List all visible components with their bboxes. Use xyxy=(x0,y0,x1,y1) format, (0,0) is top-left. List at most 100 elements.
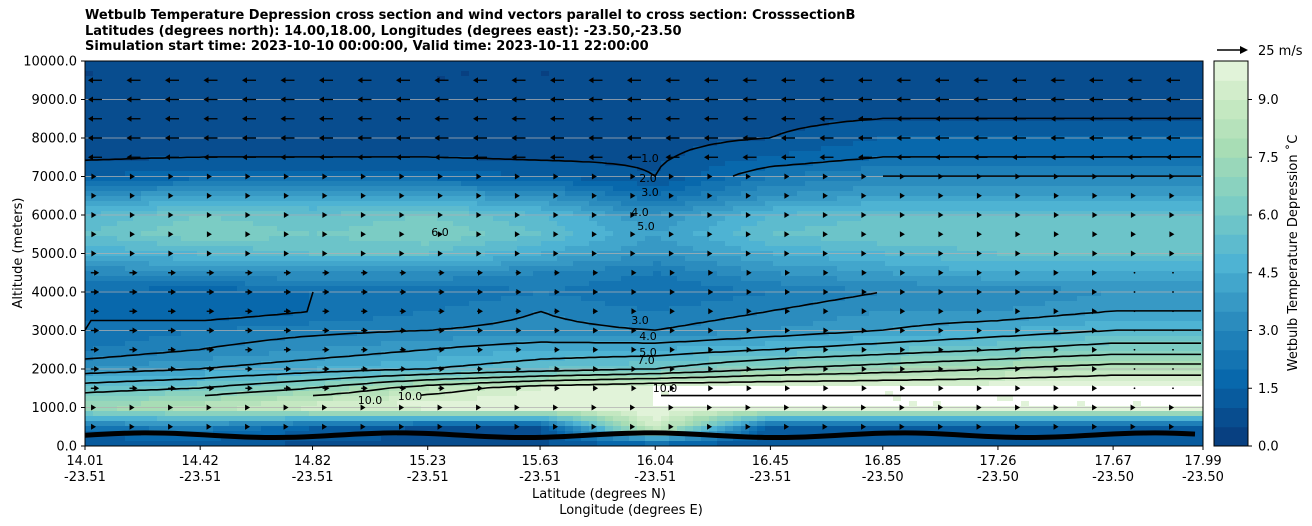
field-cell xyxy=(269,96,278,102)
field-cell xyxy=(437,76,446,82)
field-cell xyxy=(301,236,310,242)
field-cell xyxy=(845,176,854,182)
field-cell xyxy=(197,151,206,157)
field-cell xyxy=(613,111,622,117)
field-cell xyxy=(517,186,526,192)
field-cell xyxy=(885,126,894,132)
field-cell xyxy=(1109,86,1118,92)
field-cell xyxy=(621,156,630,162)
field-cell xyxy=(453,71,462,77)
field-cell xyxy=(725,141,734,147)
field-cell xyxy=(221,71,230,77)
field-cell xyxy=(941,201,950,207)
field-cell xyxy=(429,81,438,87)
field-cell xyxy=(1045,121,1054,127)
field-cell xyxy=(805,196,814,202)
field-cell xyxy=(717,201,726,207)
field-cell xyxy=(349,156,358,162)
field-cell xyxy=(333,91,342,97)
field-cell xyxy=(205,111,214,117)
field-cell xyxy=(149,166,158,172)
field-cell xyxy=(261,226,270,232)
field-cell xyxy=(333,221,342,227)
field-cell xyxy=(1197,156,1203,162)
field-cell xyxy=(861,86,870,92)
field-cell xyxy=(901,96,910,102)
field-cell xyxy=(533,181,542,187)
field-cell xyxy=(749,186,758,192)
field-cell xyxy=(253,181,262,187)
field-cell xyxy=(333,181,342,187)
field-cell xyxy=(725,91,734,97)
field-cell xyxy=(485,201,494,207)
field-cell xyxy=(389,186,398,192)
field-cell xyxy=(365,191,374,197)
field-cell xyxy=(333,146,342,152)
field-cell xyxy=(821,71,830,77)
field-cell xyxy=(1085,166,1094,172)
field-cell xyxy=(853,186,862,192)
field-cell xyxy=(469,106,478,112)
field-cell xyxy=(965,176,974,182)
field-cell xyxy=(533,91,542,97)
field-cell xyxy=(597,106,606,112)
field-cell xyxy=(541,146,550,152)
field-cell xyxy=(1141,76,1150,82)
field-cell xyxy=(1109,211,1118,217)
field-cell xyxy=(181,186,190,192)
field-cell xyxy=(613,236,622,242)
field-cell xyxy=(1045,151,1054,157)
field-cell xyxy=(149,236,158,242)
field-cell xyxy=(565,161,574,167)
field-cell xyxy=(853,61,862,67)
field-cell xyxy=(989,171,998,177)
field-cell xyxy=(325,191,334,197)
field-cell xyxy=(485,221,494,227)
field-cell xyxy=(469,141,478,147)
field-cell xyxy=(909,106,918,112)
field-cell xyxy=(245,76,254,82)
field-cell xyxy=(517,86,526,92)
field-cell xyxy=(501,111,510,117)
field-cell xyxy=(1053,61,1062,67)
field-cell xyxy=(789,81,798,87)
field-cell xyxy=(469,71,478,77)
field-cell xyxy=(629,186,638,192)
field-cell xyxy=(125,101,134,107)
field-cell xyxy=(661,176,670,182)
field-cell xyxy=(501,231,510,237)
field-cell xyxy=(845,161,854,167)
field-cell xyxy=(717,216,726,222)
field-cell xyxy=(605,131,614,137)
field-cell xyxy=(589,161,598,167)
field-cell xyxy=(813,136,822,142)
field-cell xyxy=(101,226,110,232)
field-cell xyxy=(421,206,430,212)
field-cell xyxy=(461,221,470,227)
field-cell xyxy=(445,181,454,187)
field-cell xyxy=(981,66,990,72)
field-cell xyxy=(1149,81,1158,87)
field-cell xyxy=(429,146,438,152)
field-cell xyxy=(589,196,598,202)
field-cell xyxy=(797,221,806,227)
field-cell xyxy=(285,196,294,202)
field-cell xyxy=(501,176,510,182)
field-cell xyxy=(949,131,958,137)
field-cell xyxy=(1133,206,1142,212)
field-cell xyxy=(1117,101,1126,107)
field-cell xyxy=(637,231,646,237)
field-cell xyxy=(997,171,1006,177)
field-cell xyxy=(1149,106,1158,112)
field-cell xyxy=(869,96,878,102)
field-cell xyxy=(245,196,254,202)
field-cell xyxy=(805,116,814,122)
field-cell xyxy=(1085,81,1094,87)
field-cell xyxy=(693,231,702,237)
field-cell xyxy=(101,236,110,242)
field-cell xyxy=(141,96,150,102)
field-cell xyxy=(909,156,918,162)
field-cell xyxy=(661,191,670,197)
field-cell xyxy=(213,141,222,147)
field-cell xyxy=(1117,231,1126,237)
